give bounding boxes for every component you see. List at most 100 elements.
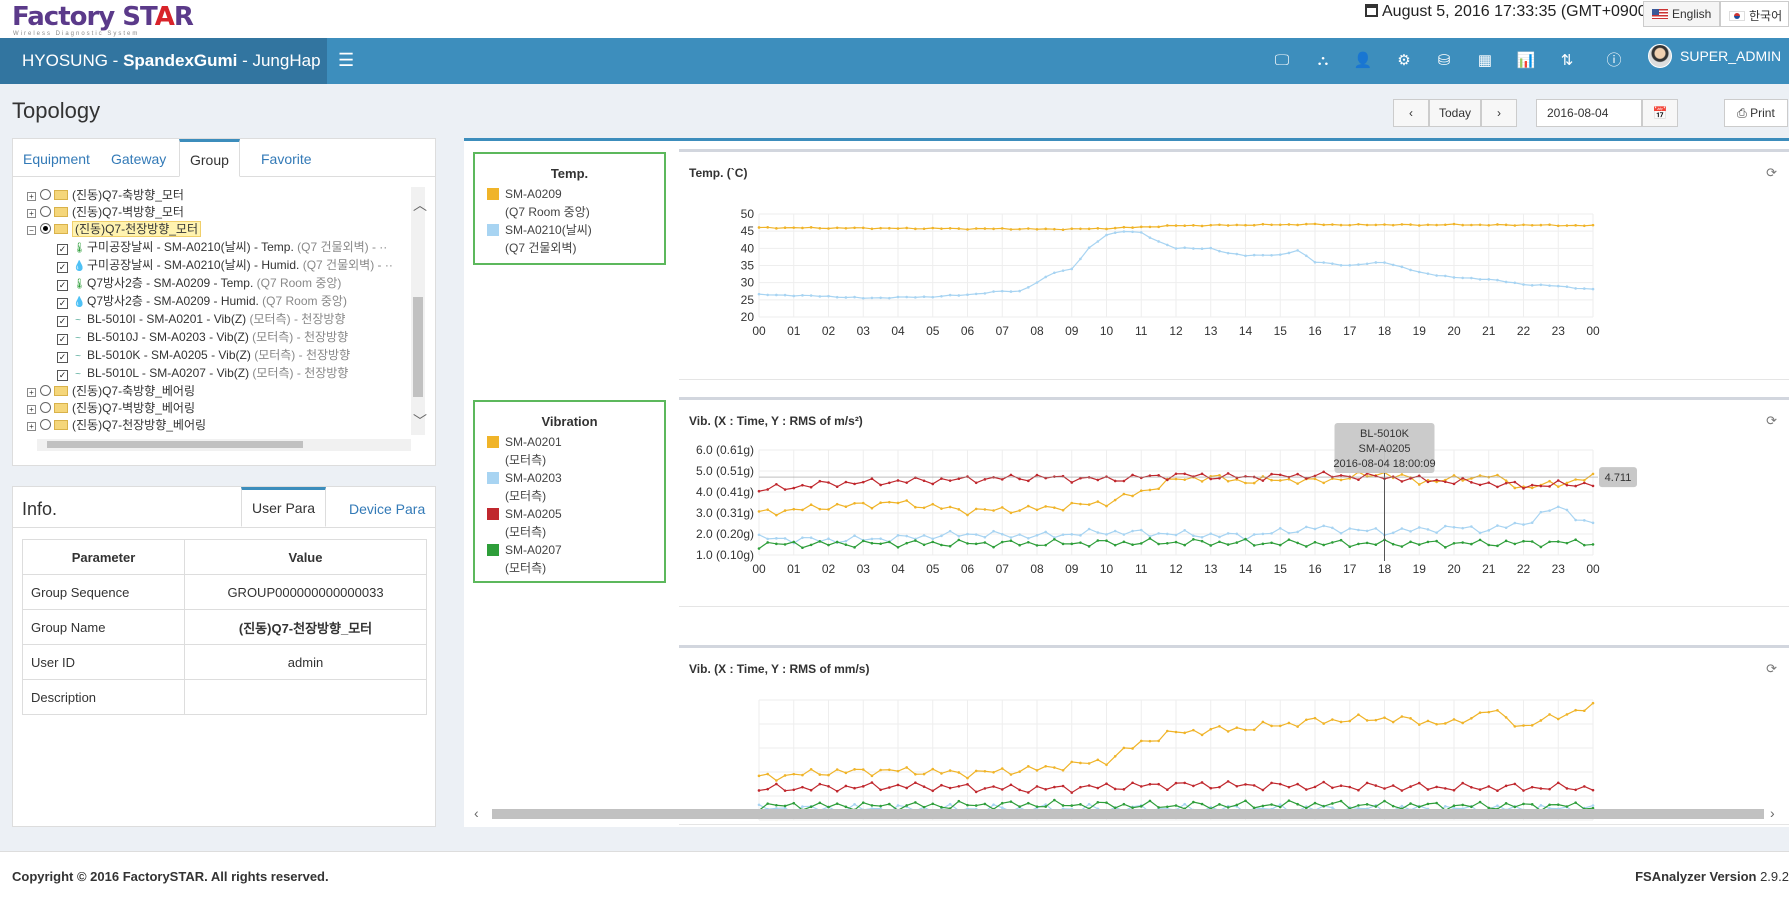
lang-english-button[interactable]: English [1643,1,1720,27]
data-point [1070,542,1074,546]
data-point [1192,800,1195,804]
legend-item[interactable]: SM-A0209 [475,185,664,203]
data-point [1070,760,1074,764]
refresh-icon[interactable]: ⟳ [1766,661,1777,676]
data-point [948,227,952,230]
scrollbar-thumb[interactable] [492,809,1764,819]
data-point [1574,788,1577,792]
charts-horizontal-scrollbar[interactable]: ‹ › [474,805,1784,823]
data-point [1139,739,1143,743]
scrollbar-thumb[interactable] [413,297,423,397]
tree-vertical-scrollbar[interactable]: ︿ ﹀ [411,187,427,435]
legend-item[interactable]: SM-A0201 [475,433,664,451]
data-point [1583,519,1586,522]
bar-chart-icon[interactable]: 📊 [1516,52,1536,69]
legend-item[interactable]: SM-A0210(날씨) [475,221,664,239]
data-point [1183,802,1186,806]
data-point [1313,260,1317,264]
refresh-icon[interactable]: ⟳ [1766,413,1777,428]
tree-node[interactable]: + (진동)Q7-축방향_베어링 [27,383,195,400]
data-point [844,771,848,775]
data-point [1044,505,1047,508]
scrollbar-thumb[interactable] [47,441,303,448]
info-icon[interactable]: ⓘ [1606,52,1622,69]
legend-item[interactable]: SM-A0203 [475,469,664,487]
today-button[interactable]: Today [1429,99,1481,127]
folder-open-icon [54,224,68,234]
legend-item[interactable]: SM-A0205 [475,505,664,523]
tree-leaf[interactable]: ✓ 🌡구미공장날씨 - SM-A0210(날씨) - Temp. (Q7 건물외벽… [57,239,387,256]
data-point [1183,528,1186,532]
next-day-button[interactable]: › [1481,99,1517,127]
scroll-right-icon[interactable]: › [1770,805,1775,821]
scroll-up-icon[interactable]: ︿ [413,197,427,213]
data-point [1027,286,1030,289]
cogs-icon[interactable]: ⚙ [1397,52,1411,69]
grid-icon[interactable]: ▦ [1477,52,1493,69]
scroll-left-icon[interactable]: ‹ [474,805,479,821]
tree-leaf[interactable]: ✓ 🌡Q7방사2층 - SM-A0209 - Temp. (Q7 Room 중앙) [57,275,341,292]
data-point [1278,526,1282,530]
tree-leaf[interactable]: ✓ ~ BL-5010I - SM-A0201 - Vib(Z) (모터측) - 천… [57,311,345,328]
lang-korean-button[interactable]: 한국어 [1720,1,1789,27]
data-point [1461,803,1464,807]
monitor-icon[interactable]: 🖵 [1274,52,1290,69]
site-brand[interactable]: HYOSUNG - SpandexGumi - JungHap [0,38,327,84]
data-point [1426,528,1430,531]
data-point [1383,261,1386,264]
tree-leaf[interactable]: ✓ ~ BL-5010L - SM-A0207 - Vib(Z) (모터측) - 천… [57,365,348,382]
data-point [1478,223,1482,227]
tree-leaf[interactable]: ✓ ~ BL-5010J - SM-A0203 - Vib(Z) (모터측) - 천… [57,329,348,346]
scroll-down-icon[interactable]: ﹀ [413,413,427,429]
data-point [1122,492,1126,496]
group-tree-panel: Equipment Gateway Group Favorite + (진동)Q7… [12,138,436,466]
factorystar-logo[interactable]: Factory STAR Wireless Diagnostic System [12,2,194,37]
vibration-icon: ~ [75,369,81,380]
tree-horizontal-scrollbar[interactable] [37,439,411,451]
calendar-button[interactable]: 📅 [1642,99,1678,127]
hamburger-menu-icon[interactable]: ☰ [338,50,355,70]
data-point [861,539,865,543]
data-point [1478,483,1482,487]
data-point [957,294,961,297]
data-point [835,485,839,489]
legend-item[interactable]: SM-A0207 [475,541,664,559]
refresh-icon[interactable]: ⟳ [1766,165,1777,180]
data-point [1400,715,1404,718]
tree-leaf[interactable]: ✓ 💧 구미공장날씨 - SM-A0210(날씨) - Humid. (Q7 건물외… [57,257,393,274]
data-point [1287,251,1291,255]
tree-node-selected[interactable]: − (진동)Q7-천장방향_모터 [27,221,201,238]
print-button[interactable]: ⎙ Print [1724,99,1788,127]
tab-device-para[interactable]: Device Para [349,501,426,517]
sort-icon[interactable]: ⇅ [1560,52,1574,69]
date-input[interactable]: 2016-08-04 [1536,99,1642,127]
data-point [1574,801,1577,804]
tab-equipment[interactable]: Equipment [23,151,90,167]
user-icon[interactable]: 👤 [1353,52,1373,69]
tab-gateway[interactable]: Gateway [111,151,167,167]
tree-node[interactable]: + (진동)Q7-축방향_모터 [27,187,184,204]
data-point [1087,503,1091,506]
hdd-icon[interactable]: ⛁ [1437,52,1451,69]
data-point [1278,473,1282,477]
data-point [827,481,830,484]
tab-favorite[interactable]: Favorite [261,151,312,167]
tab-user-para[interactable]: User Para [241,487,327,527]
tree-leaf[interactable]: ✓ 💧 Q7방사2층 - SM-A0209 - Humid. (Q7 Room 중앙… [57,293,347,310]
data-point [1166,541,1169,545]
tab-group[interactable]: Group [179,139,240,177]
data-point [922,227,926,231]
data-point [1035,785,1039,788]
data-point [1018,533,1021,536]
tree-leaf[interactable]: ✓ ~ BL-5010K - SM-A0205 - Vib(Z) (모터측) - 천… [57,347,350,364]
tree-node[interactable]: + (진동)Q7-벽방향_베어링 [27,400,195,417]
data-point [922,534,926,537]
data-point [888,481,891,485]
data-point [809,768,813,771]
tree-node[interactable]: + (진동)Q7-벽방향_모터 [27,204,184,221]
data-point [992,227,995,231]
prev-day-button[interactable]: ‹ [1393,99,1429,127]
tree-node[interactable]: + (진동)Q7-천장방향_베어링 [27,417,206,434]
sitemap-icon[interactable]: ⛬ [1317,52,1329,69]
user-menu[interactable]: SUPER_ADMIN [1648,44,1781,78]
